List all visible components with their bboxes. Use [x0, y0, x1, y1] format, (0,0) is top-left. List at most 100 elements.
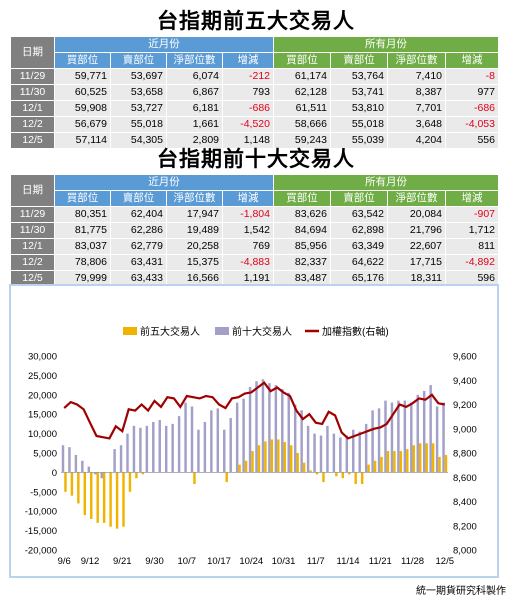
bar-top5 [96, 472, 99, 523]
bar-top5 [102, 472, 106, 523]
header-row: 日期 近月份 所有月份 [10, 36, 499, 69]
bar-top10 [184, 402, 187, 473]
near-cell: 62,286 [110, 222, 167, 239]
bar-top10 [177, 416, 181, 473]
near-month-header: 近月份 [54, 174, 274, 191]
all-cell: 7,410 [387, 68, 446, 85]
all-cell: 65,176 [330, 270, 388, 287]
bar-top10 [364, 423, 368, 473]
bar-top10 [358, 431, 361, 473]
y-left-tick-label: -20,000 [25, 546, 57, 557]
near-cell: 63,431 [110, 254, 167, 271]
near-cell: 59,771 [54, 68, 111, 85]
bar-top5 [406, 449, 409, 473]
x-tick-label: 10/24 [239, 556, 263, 567]
bar-top5 [367, 464, 370, 473]
y-left-tick-label: 5,000 [33, 449, 57, 460]
near-cell: 6,181 [166, 100, 223, 117]
near-cell: 15,375 [166, 254, 223, 271]
all-cell: 596 [445, 270, 499, 287]
near-cell: -686 [222, 100, 274, 117]
subheader-row: 買部位 賣部位 淨部位數 增減 買部位 賣部位 淨部位數 增減 [11, 190, 499, 207]
near-column-header: 淨部位數 [166, 190, 223, 207]
bar-top5 [431, 443, 435, 473]
table-row: 12/2 56,679 55,018 1,661 -4,520 58,666 55,018 3… [10, 116, 499, 133]
near-cell: 6,867 [166, 84, 223, 101]
all-column-header: 增減 [445, 52, 499, 69]
bar-top10 [100, 472, 103, 479]
header-row: 日期 近月份 所有月份 [10, 174, 499, 207]
bar-top10 [74, 454, 78, 473]
bar-top5 [360, 472, 364, 485]
all-cell: 62,128 [273, 84, 331, 101]
bar-top5 [425, 443, 428, 473]
all-cell: -8 [445, 68, 499, 85]
x-tick-label: 11/28 [401, 556, 424, 567]
near-cell: 1,191 [222, 270, 274, 287]
bar-top10 [268, 383, 271, 473]
bar-top5 [341, 472, 345, 479]
bar-top10 [384, 400, 387, 473]
bar-top10 [210, 410, 213, 473]
all-column-header: 買部位 [273, 52, 331, 69]
footer-credit: 統一期貨研究科製作 [416, 586, 506, 597]
bar-top5 [90, 472, 93, 519]
near-cell: 56,679 [54, 116, 111, 133]
bar-top10 [416, 394, 419, 473]
near-cell: 17,947 [166, 206, 223, 223]
bar-top10 [332, 433, 336, 473]
near-cell: 1,148 [222, 132, 274, 149]
bar-top10 [390, 402, 394, 473]
table-row: 12/2 78,806 63,431 15,375 -4,883 82,337 64,622… [10, 254, 499, 271]
all-column-header: 賣部位 [330, 190, 388, 207]
near-cell: 60,525 [54, 84, 111, 101]
near-column-header: 增減 [222, 52, 274, 69]
bar-top10 [339, 437, 342, 473]
all-cell: 17,715 [387, 254, 446, 271]
bar-top10 [190, 406, 194, 473]
bar-top10 [87, 466, 91, 473]
bar-top5 [193, 472, 196, 485]
bar-top10 [442, 402, 445, 473]
bar-top10 [139, 427, 142, 473]
all-cell: -4,053 [445, 116, 499, 133]
bar-top10 [229, 418, 232, 473]
legend-swatch [123, 327, 137, 335]
bar-top10 [345, 435, 349, 473]
near-cell: 793 [222, 84, 274, 101]
bar-top10 [61, 445, 65, 473]
all-cell: 18,311 [387, 270, 446, 287]
bar-top10 [274, 385, 278, 473]
bar-top5 [225, 472, 228, 483]
bar-top5 [412, 445, 415, 473]
all-cell: 1,712 [445, 222, 499, 239]
x-tick-label: 10/17 [207, 556, 231, 567]
bar-top5 [64, 472, 67, 492]
row-date: 12/5 [10, 132, 55, 149]
bar-top5 [335, 472, 338, 477]
near-cell: 80,351 [54, 206, 111, 223]
y-right-tick-label: 8,000 [453, 546, 477, 557]
x-tick-label: 9/12 [81, 556, 100, 567]
bar-top10 [145, 425, 149, 473]
near-cell: -4,883 [222, 254, 274, 271]
bar-top5 [122, 472, 125, 527]
all-cell: 82,337 [273, 254, 331, 271]
bar-top10 [203, 421, 207, 473]
near-cell: 62,779 [110, 238, 167, 255]
bar-top10 [352, 429, 355, 473]
bar-top5 [128, 472, 132, 492]
near-cell: 54,305 [110, 132, 167, 149]
bar-top10 [293, 404, 297, 473]
all-cell: 55,039 [330, 132, 388, 149]
near-cell: 62,404 [110, 206, 167, 223]
row-date: 11/30 [10, 222, 55, 239]
row-date: 11/29 [10, 206, 55, 223]
bar-top5 [393, 451, 396, 473]
top5-table: 日期 近月份 所有月份 買部位 賣部位 淨部位數 增減 買部位 賣部位 淨部位數 增減 11/29 59… [10, 36, 499, 149]
near-cell: -212 [222, 68, 274, 85]
bar-top5 [135, 472, 138, 479]
bar-top10 [81, 460, 84, 473]
all-months-header: 所有月份 [273, 174, 499, 191]
all-cell: 8,387 [387, 84, 446, 101]
